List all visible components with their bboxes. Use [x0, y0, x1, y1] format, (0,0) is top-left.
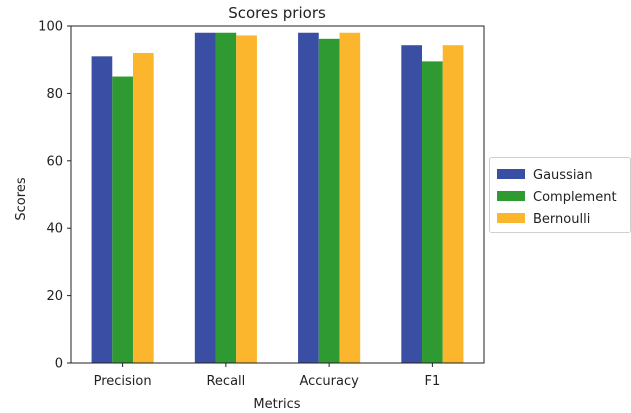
- legend-swatch-gaussian: [497, 169, 525, 179]
- y-tick-label: 80: [46, 87, 63, 102]
- y-tick-label: 40: [46, 222, 63, 237]
- axes-layer: Precision Recall Accuracy F1 0 20 40 60 80 100: [38, 20, 485, 389]
- legend-label-complement: Complement: [533, 190, 617, 205]
- legend-swatch-bernoulli: [497, 213, 525, 223]
- x-tick-label: F1: [425, 374, 441, 389]
- chart-title: Scores priors: [228, 4, 326, 22]
- x-tick-label: Accuracy: [299, 374, 359, 389]
- bar-bernoulli-accuracy: [339, 32, 361, 364]
- legend-label-gaussian: Gaussian: [533, 168, 593, 183]
- bar-complement-f1: [422, 61, 443, 363]
- bars-layer: [91, 32, 464, 364]
- y-tick-label: 0: [55, 357, 63, 372]
- bar-gaussian-f1: [401, 45, 423, 364]
- x-axis-label: Metrics: [253, 397, 300, 412]
- y-tick-label: 20: [46, 289, 63, 304]
- legend-label-bernoulli: Bernoulli: [533, 212, 590, 227]
- bar-complement-accuracy: [318, 38, 340, 364]
- bar-bernoulli-f1: [442, 45, 464, 364]
- bar-gaussian-accuracy: [298, 32, 319, 364]
- bar-gaussian-recall: [194, 32, 216, 364]
- bar-complement-precision: [112, 76, 133, 364]
- x-tick-label: Precision: [94, 374, 152, 389]
- bar-bernoulli-precision: [132, 52, 154, 364]
- y-tick-label: 60: [46, 154, 63, 169]
- x-tick-label: Recall: [206, 374, 245, 389]
- y-tick-label: 100: [38, 20, 63, 35]
- legend-swatch-complement: [497, 191, 525, 201]
- bar-gaussian-precision: [91, 56, 113, 363]
- legend: Gaussian Complement Bernoulli: [489, 157, 631, 233]
- bar-bernoulli-recall: [236, 35, 257, 363]
- plot-frame: [70, 25, 485, 364]
- y-axis-label: Scores: [14, 177, 29, 220]
- bar-complement-recall: [215, 32, 237, 364]
